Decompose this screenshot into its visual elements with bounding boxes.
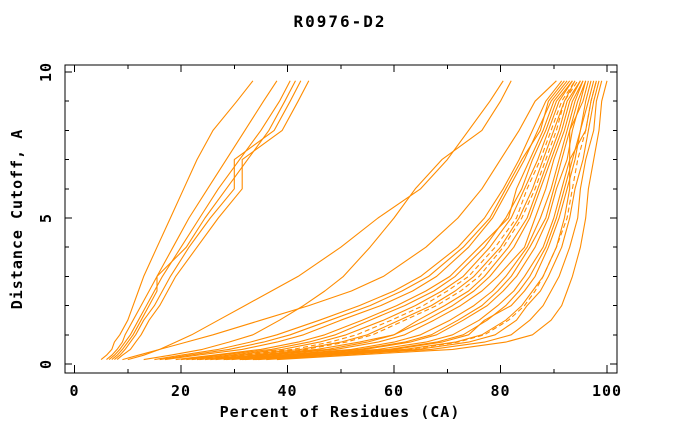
- model-curve: [242, 80, 592, 361]
- chart-title: R0976-D2: [293, 12, 387, 31]
- model-curve: [210, 80, 581, 361]
- model-curve: [108, 80, 291, 361]
- model-curve: [239, 80, 589, 361]
- y-tick-label: 10: [37, 62, 55, 82]
- model-curve: [114, 80, 302, 361]
- model-curve: [223, 80, 584, 361]
- x-tick-label: 0: [69, 382, 79, 400]
- model-curve: [100, 80, 254, 361]
- model-curve: [204, 80, 581, 361]
- model-curve: [199, 80, 579, 361]
- model-curve: [154, 80, 563, 361]
- model-curve: [186, 80, 573, 361]
- y-axis-title: Distance Cutoff, A: [8, 128, 26, 310]
- x-tick-label: 80: [490, 382, 510, 400]
- x-tick-label: 100: [592, 382, 622, 400]
- model-curve: [276, 80, 608, 361]
- y-tick-label: 0: [37, 359, 55, 369]
- model-curve: [143, 80, 512, 361]
- model-curve: [127, 80, 504, 361]
- model-curve: [255, 80, 597, 361]
- model-curve: [180, 80, 573, 361]
- model-curve: [266, 80, 603, 361]
- model-curve: [252, 80, 597, 361]
- model-curve: [111, 80, 296, 361]
- model-curve: [122, 80, 557, 361]
- model-curve: [258, 80, 600, 361]
- model-curve: [196, 80, 576, 361]
- model-curve: [164, 80, 568, 361]
- x-tick-label: 60: [384, 382, 404, 400]
- model-curve: [215, 80, 584, 361]
- x-tick-label: 20: [171, 382, 191, 400]
- model-curve: [191, 80, 576, 361]
- x-axis-title: Percent of Residues (CA): [219, 403, 461, 421]
- x-tick-label: 40: [277, 382, 297, 400]
- model-curve: [116, 80, 310, 361]
- model-curve: [226, 80, 587, 361]
- y-tick-label: 5: [37, 213, 55, 223]
- model-curve: [175, 80, 571, 361]
- model-curve: [106, 80, 278, 361]
